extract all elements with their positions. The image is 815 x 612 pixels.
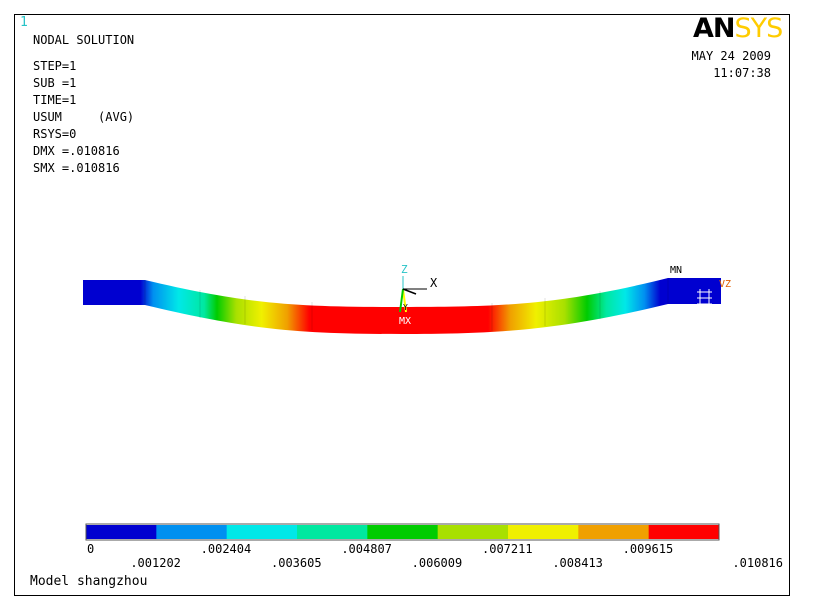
legend-label-top: .002404 — [201, 542, 252, 556]
triad-z-label: Z — [401, 263, 408, 276]
legend-swatch — [297, 525, 368, 539]
info-dmx: DMX =.010816 — [33, 144, 120, 158]
legend-label-top: .009615 — [623, 542, 674, 556]
legend-label-top: .004807 — [341, 542, 392, 556]
date-label: MAY 24 2009 — [691, 49, 771, 63]
mx-marker: MX — [399, 316, 411, 327]
info-time: TIME=1 — [33, 93, 77, 107]
contour-legend: 0 .002404 .004807 .007211 .009615 .001202 .003… — [85, 523, 783, 570]
deformed-shaft[interactable] — [83, 278, 721, 334]
boundary-constraint-icon — [697, 289, 712, 307]
legend-label-top: .007211 — [482, 542, 533, 556]
legend-label-bottom: .008413 — [552, 556, 603, 570]
solution-title: NODAL SOLUTION — [33, 33, 135, 47]
vz-marker: VZ — [719, 279, 731, 290]
triad-x-label: X — [430, 276, 438, 290]
logo-part2: SYS — [734, 13, 784, 44]
legend-swatch — [156, 525, 228, 539]
legend-label-top: 0 — [87, 542, 94, 556]
viewport-frame — [14, 14, 790, 596]
info-rsys: RSYS=0 — [33, 127, 77, 141]
legend-swatch — [437, 525, 509, 539]
legend-swatch — [367, 525, 439, 539]
mn-marker: MN — [670, 265, 682, 276]
legend-label-bottom: .001202 — [130, 556, 181, 570]
logo-part1: AN — [693, 13, 735, 44]
legend-swatch — [648, 525, 720, 539]
right-shaft-step — [706, 281, 721, 302]
legend-label-bottom: .003605 — [271, 556, 322, 570]
left-shaft-step — [83, 283, 97, 302]
legend-label-bottom: .006009 — [412, 556, 463, 570]
legend-swatch — [226, 525, 298, 539]
element-lines — [144, 278, 669, 331]
model-title: Model shangzhou — [30, 574, 148, 589]
ansys-logo: ANSYS — [693, 13, 784, 44]
legend-swatch — [578, 525, 650, 539]
info-usum: USUM (AVG) — [33, 110, 135, 124]
legend-label-bottom: .010816 — [732, 556, 783, 570]
legend-swatch — [508, 525, 579, 539]
info-sub: SUB =1 — [33, 76, 77, 90]
triad-y-label: Y — [403, 303, 408, 312]
legend-frame — [85, 523, 720, 541]
time-label: 11:07:38 — [713, 66, 771, 80]
shaft-contour — [83, 278, 721, 334]
info-smx: SMX =.010816 — [33, 161, 120, 175]
window-number: 1 — [20, 15, 28, 30]
legend-swatch — [86, 525, 157, 539]
info-step: STEP=1 — [33, 59, 77, 73]
coordinate-triad-icon: Z X Y — [399, 263, 438, 313]
